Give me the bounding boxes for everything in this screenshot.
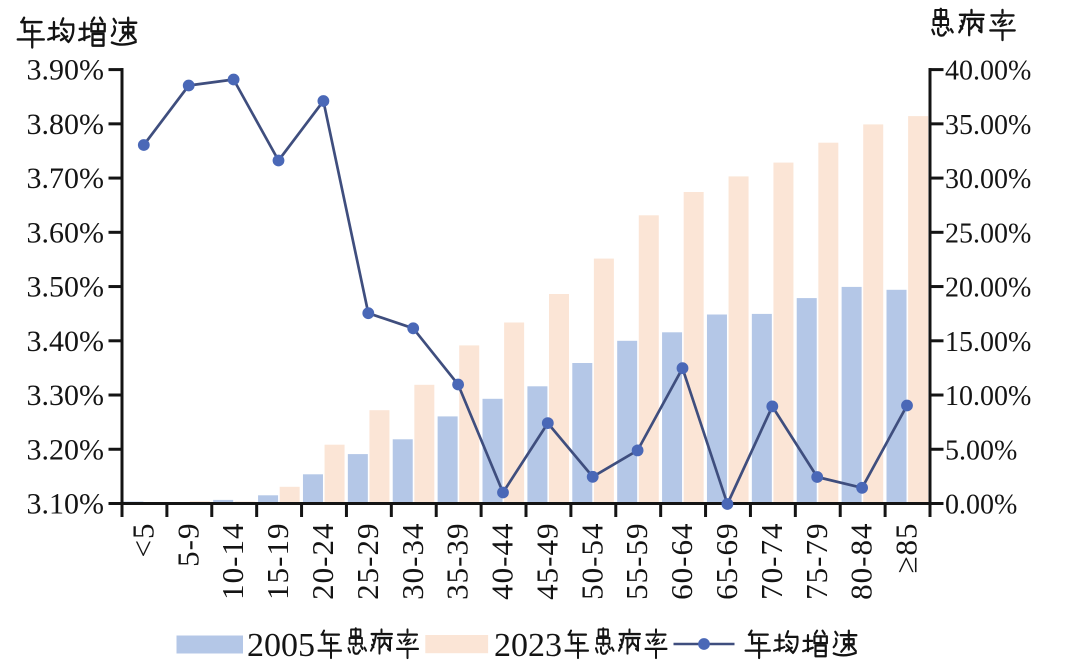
svg-text:30-34: 30-34 <box>395 523 430 600</box>
svg-text:20.00%: 20.00% <box>945 273 1031 304</box>
svg-text:75-79: 75-79 <box>799 523 834 600</box>
svg-text:3.60%: 3.60% <box>27 216 105 249</box>
svg-text:≥85: ≥85 <box>889 523 924 574</box>
svg-text:3.80%: 3.80% <box>27 108 105 141</box>
svg-text:40.00%: 40.00% <box>945 56 1031 87</box>
svg-text:2005: 2005 <box>247 627 315 664</box>
svg-text:5-9: 5-9 <box>170 523 205 567</box>
svg-text:50-54: 50-54 <box>574 523 609 600</box>
svg-text:55-59: 55-59 <box>619 523 654 600</box>
svg-text:0.00%: 0.00% <box>945 490 1017 521</box>
svg-text:80-84: 80-84 <box>844 523 879 600</box>
svg-text:3.90%: 3.90% <box>27 54 105 87</box>
svg-text:<5: <5 <box>125 523 160 558</box>
svg-text:45-49: 45-49 <box>529 523 564 600</box>
svg-text:70-74: 70-74 <box>754 523 789 600</box>
svg-text:3.10%: 3.10% <box>27 488 105 521</box>
svg-text:35-39: 35-39 <box>440 523 475 600</box>
svg-text:15-19: 15-19 <box>260 523 295 600</box>
svg-text:10-14: 10-14 <box>215 523 250 600</box>
svg-text:3.30%: 3.30% <box>27 379 105 412</box>
svg-text:2023: 2023 <box>494 627 562 664</box>
svg-text:3.50%: 3.50% <box>27 271 105 304</box>
svg-text:3.40%: 3.40% <box>27 325 105 358</box>
svg-text:20-24: 20-24 <box>305 523 340 600</box>
svg-text:5.00%: 5.00% <box>945 435 1017 466</box>
svg-text:25.00%: 25.00% <box>945 218 1031 249</box>
svg-text:25-29: 25-29 <box>350 523 385 600</box>
svg-text:3.70%: 3.70% <box>27 162 105 195</box>
svg-text:40-44: 40-44 <box>485 523 520 600</box>
svg-text:15.00%: 15.00% <box>945 327 1031 358</box>
svg-text:35.00%: 35.00% <box>945 110 1031 141</box>
svg-text:60-64: 60-64 <box>664 523 699 600</box>
svg-text:65-69: 65-69 <box>709 523 744 600</box>
svg-text:30.00%: 30.00% <box>945 164 1031 195</box>
svg-text:10.00%: 10.00% <box>945 381 1031 412</box>
svg-text:3.20%: 3.20% <box>27 433 105 466</box>
